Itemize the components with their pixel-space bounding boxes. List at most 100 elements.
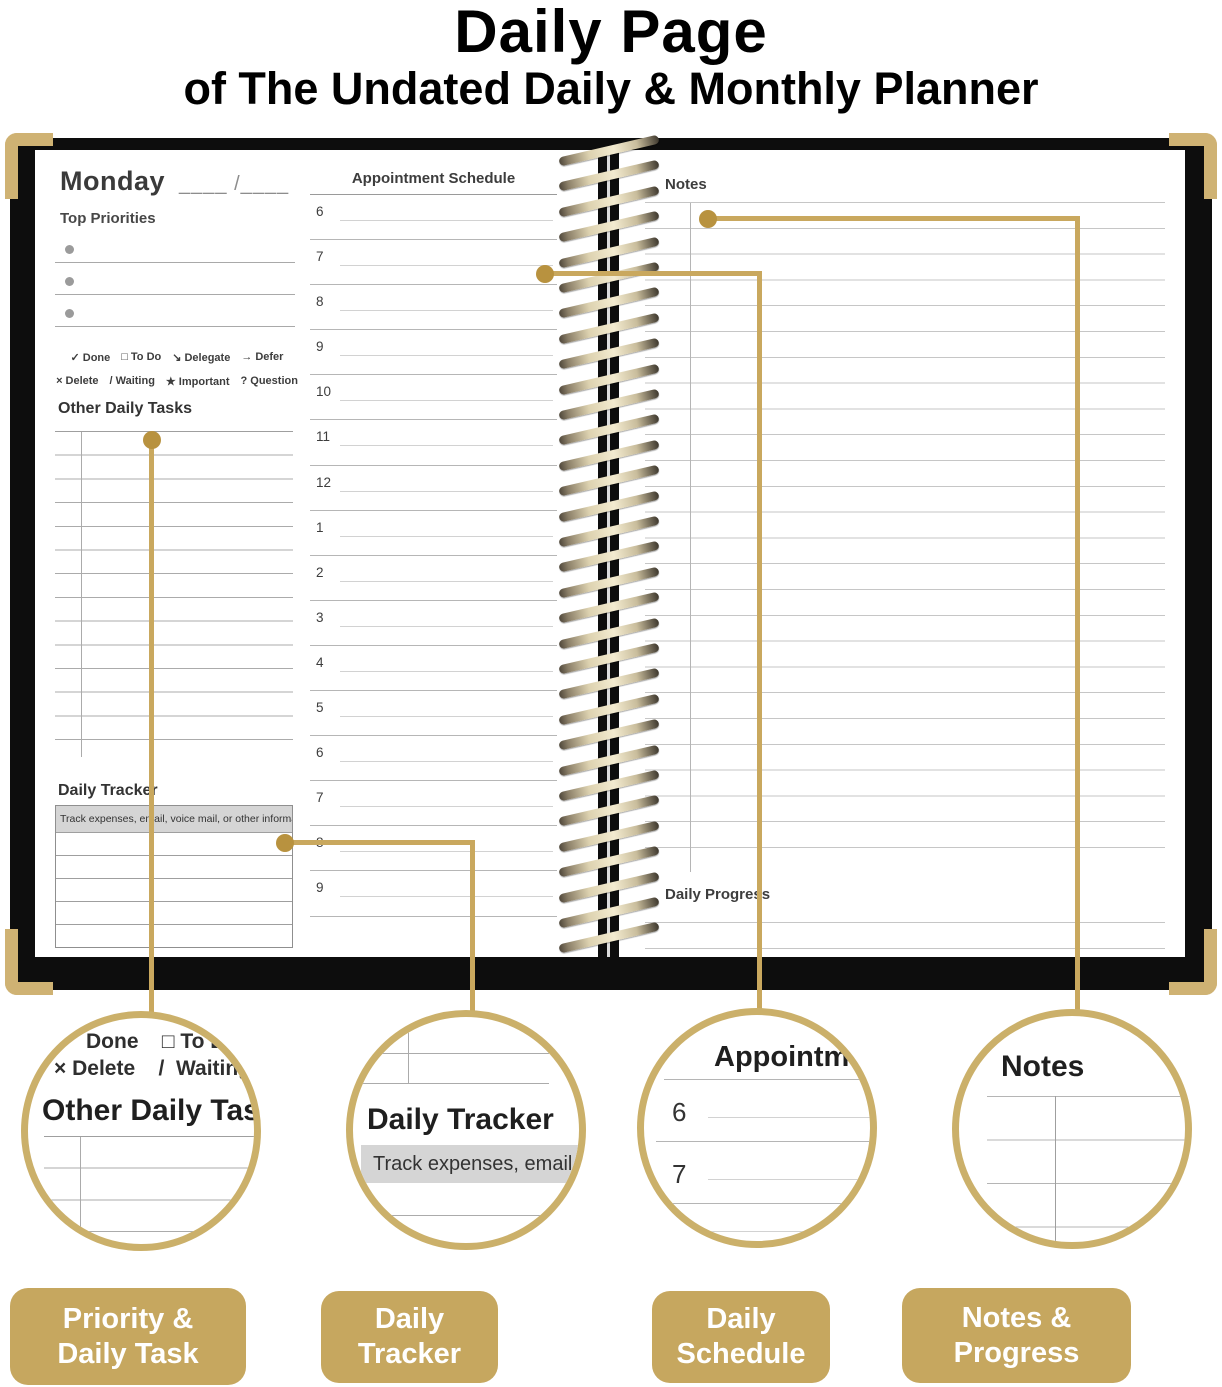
zoom-notes-lines — [987, 1096, 1185, 1231]
schedule-line — [340, 670, 553, 672]
daily-tracker-label: Daily Tracker — [58, 782, 158, 799]
page-title-line2: of The Undated Daily & Monthly Planner — [183, 63, 1039, 114]
spiral-coil — [558, 744, 660, 776]
notes-lines — [645, 202, 1165, 872]
legend-item: ★ Important — [165, 376, 230, 388]
tracker-row — [56, 855, 292, 878]
spiral-coil — [558, 591, 660, 624]
callout-connector-line — [757, 271, 762, 1012]
zoom-schedule-line — [664, 1079, 870, 1080]
spiral-coil — [558, 541, 660, 573]
zoom-schedule-line — [708, 1179, 870, 1180]
daily-progress-line — [645, 948, 1165, 949]
schedule-line — [340, 580, 553, 582]
priority-row — [55, 237, 295, 263]
table-divider — [408, 1017, 409, 1084]
schedule-hour-row: 3 — [310, 601, 557, 646]
top-priorities-label: Top Priorities — [60, 210, 156, 227]
schedule-hour-row: 6 — [310, 195, 557, 241]
zoom-callout-schedule: Appointmen 6 7 — [637, 1008, 877, 1248]
callout-anchor-dot-notes — [699, 210, 717, 228]
zoom-notes-heading: Notes — [1001, 1050, 1085, 1083]
zoom-tracker-hint: Track expenses, email, voice mai — [361, 1145, 579, 1183]
callout-connector-line — [711, 216, 1080, 221]
legend-item: ↘ Delegate — [172, 352, 231, 364]
schedule-hour-row: 10 — [310, 375, 557, 421]
label-pill-priority-daily-task: Priority & Daily Task — [10, 1288, 246, 1385]
schedule-line — [340, 896, 553, 898]
spiral-coil — [558, 236, 660, 268]
zoom-appointment-heading: Appointmen — [714, 1041, 877, 1073]
schedule-hour-row: 4 — [310, 646, 557, 692]
zoom-schedule-line — [676, 1231, 870, 1232]
spiral-coil — [558, 439, 660, 472]
zoom-table-line — [353, 1083, 549, 1084]
check-icon: ✓ — [70, 352, 80, 364]
date-blank: ____ /____ — [179, 173, 290, 195]
schedule-line — [340, 445, 553, 447]
callout-anchor-dot-schedule — [536, 265, 554, 283]
callout-connector-line — [149, 446, 154, 1014]
label-pill-notes-progress: Notes & Progress — [902, 1288, 1131, 1383]
notes-label: Notes — [665, 176, 707, 193]
legend-row-2: × Delete / Waiting ★ Important ? Question — [56, 375, 298, 388]
schedule-line — [340, 220, 553, 221]
schedule-line — [340, 265, 553, 267]
tracker-row — [56, 901, 292, 924]
schedule-line — [340, 490, 553, 492]
spiral-coil — [558, 718, 660, 751]
spiral-coil — [558, 845, 660, 878]
gold-corner-bottom-right — [1169, 929, 1217, 995]
schedule-line — [340, 400, 553, 402]
spiral-binding — [552, 134, 670, 966]
zoom-schedule-line — [656, 1203, 870, 1204]
notes-margin-line — [1055, 1096, 1056, 1242]
label-pill-daily-schedule: Daily Schedule — [652, 1291, 830, 1383]
legend-item: ? Question — [240, 375, 298, 387]
legend-item: ✓ Done — [70, 352, 111, 364]
day-label: Monday — [60, 166, 166, 196]
spiral-coil — [558, 922, 660, 954]
schedule-hour-row: 5 — [310, 691, 557, 737]
callout-connector-line — [548, 271, 762, 276]
zoom-legend-row1: Done □ To Do — [86, 1030, 239, 1053]
table-divider — [80, 1137, 81, 1244]
zoom-table-line — [361, 1215, 579, 1216]
schedule-line — [340, 355, 553, 357]
spiral-coil — [558, 160, 660, 192]
callout-anchor-dot-priority — [143, 431, 161, 449]
schedule-hour-row: 1 — [310, 511, 557, 556]
cross-icon: × — [56, 375, 63, 387]
priority-row — [55, 301, 295, 327]
spiral-coil — [558, 617, 660, 649]
callout-anchor-dot-tracker — [276, 834, 294, 852]
legend-row-1: ✓ Done □ To Do ↘ Delegate → Defer — [57, 351, 297, 364]
schedule-hour-row: 7 — [310, 781, 557, 827]
tracker-row — [56, 924, 292, 947]
spiral-coil — [558, 337, 660, 370]
notes-margin-line — [690, 203, 691, 872]
zoom-schedule-line — [656, 1141, 870, 1142]
schedule-line — [340, 716, 553, 718]
gold-corner-top-left — [5, 133, 53, 199]
zoom-legend-row2: × Delete / Waiting ★ — [54, 1057, 252, 1080]
star-icon: ★ — [165, 376, 176, 388]
legend-item: × Delete — [56, 375, 99, 387]
zoom-callout-notes: Notes — [952, 1009, 1192, 1249]
spiral-coil — [558, 185, 660, 218]
question-icon: ? — [240, 375, 248, 387]
schedule-line — [340, 761, 553, 763]
legend-item: → Defer — [241, 351, 284, 363]
spiral-coil — [558, 210, 660, 243]
label-pill-daily-tracker: Daily Tracker — [321, 1291, 498, 1383]
zoom-callout-priority: Done □ To Do × Delete / Waiting ★ Other … — [21, 1011, 261, 1251]
spiral-coil — [558, 312, 660, 345]
planner-left-page: Monday ____ /____ Top Priorities ✓ Done □… — [35, 150, 598, 957]
legend-item: □ To Do — [121, 351, 162, 363]
spiral-coil — [558, 363, 660, 395]
zoom-hour-number: 7 — [672, 1159, 687, 1189]
schedule-hour-row: 2 — [310, 556, 557, 601]
daily-progress-label: Daily Progress — [665, 886, 771, 903]
slash-icon: / — [109, 375, 113, 387]
tracker-row — [56, 832, 292, 855]
